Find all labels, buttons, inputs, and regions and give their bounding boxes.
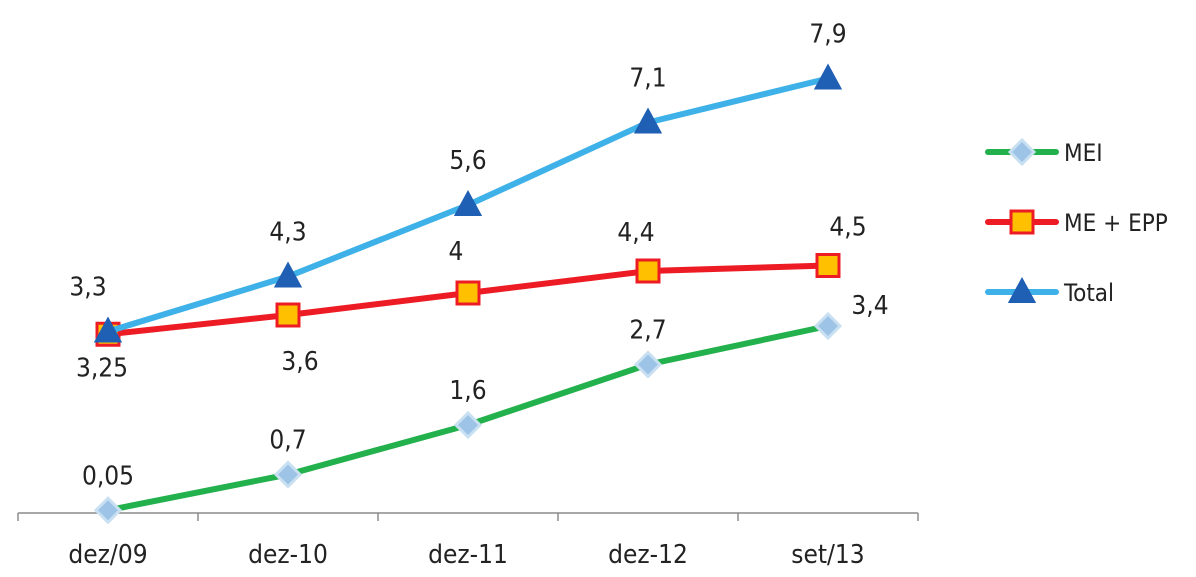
data-label: 3,25 [76,353,128,383]
data-label: 3,3 [69,273,106,303]
data-label: 3,6 [281,347,318,377]
marker-square [635,258,661,284]
data-label: 4,4 [617,218,654,248]
marker-diamond [453,410,483,440]
marker-square [815,253,841,278]
legend-label: MEI [1064,139,1103,167]
data-label: 7,9 [809,20,846,50]
data-label: 4,3 [269,218,306,248]
data-label: 1,6 [449,376,486,406]
series-total: 3,3 4,3 5,6 7,1 7,9 [69,20,847,343]
marker-diamond [633,350,663,379]
data-label: 4 [449,237,464,267]
legend-label: Total [1063,279,1114,307]
marker-diamond [813,311,843,341]
data-label: 4,5 [829,213,866,243]
marker-triangle [1007,276,1037,303]
marker-triangle [453,189,483,216]
data-label: 5,6 [449,146,486,176]
marker-diamond [273,460,303,489]
data-label: 2,7 [629,316,666,346]
marker-square [1009,209,1035,235]
marker-square [455,280,481,306]
legend-item-total: Total [985,276,1114,307]
x-tick-label: dez-10 [248,540,328,570]
marker-square [275,302,301,328]
marker-triangle [273,261,303,288]
legend-label: ME + EPP [1064,209,1168,237]
legend-item-mei: MEI [985,137,1103,167]
marker-diamond [1007,137,1037,167]
marker-triangle [813,63,843,90]
legend-item-me-epp: ME + EPP [985,209,1168,237]
series-me-epp: 3,25 3,6 4 4,4 4,5 [76,213,867,384]
data-label: 3,4 [851,291,888,321]
x-tick-label: dez-12 [608,540,688,570]
data-label: 0,05 [82,461,134,491]
marker-diamond [93,496,123,525]
data-label: 7,1 [629,64,666,94]
x-tick-label: dez-11 [428,540,508,570]
data-label: 0,7 [269,426,306,456]
marker-triangle [93,316,123,343]
x-tick-label: set/13 [791,540,864,570]
marker-triangle [633,107,663,134]
x-tick-label: dez/09 [68,540,147,570]
series-mei: 0,05 0,7 1,6 2,7 3,4 [82,291,889,525]
